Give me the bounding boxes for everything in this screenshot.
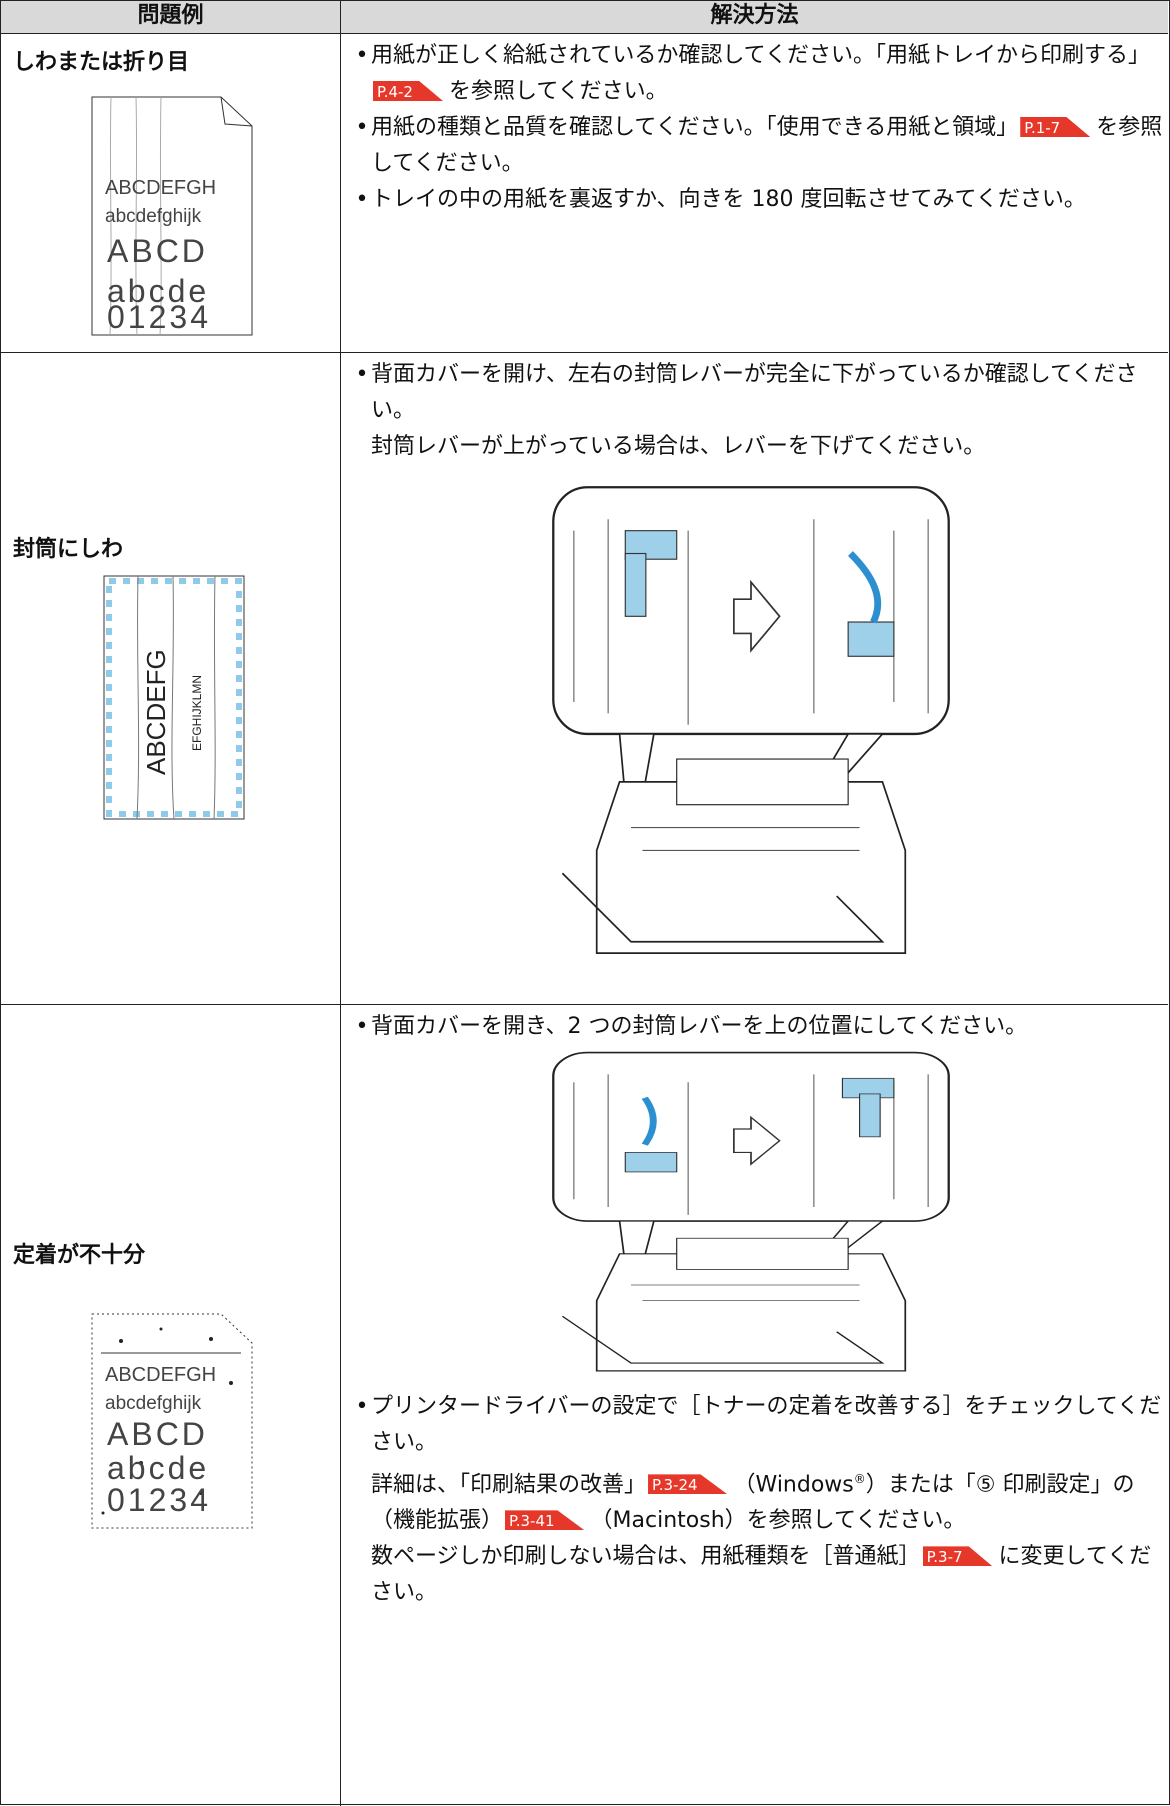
bullet-item: 背面カバーを開け、左右の封筒レバーが完全に下がっているか確認してください。: [349, 357, 1164, 429]
text-run: 背面カバーを開け、左右の封筒レバーが完全に下がっているか確認してください。: [371, 362, 1138, 423]
note-text: 封筒レバーが上がっている場合は、レバーを下げてください。: [349, 429, 1164, 465]
sample-text: ABCD: [107, 233, 208, 269]
bullet-item: 用紙が正しく給紙されているか確認してください。「用紙トレイから印刷する」 P.4-…: [349, 38, 1164, 110]
printer-illustration: [552, 486, 950, 955]
bullet-item: トレイの中の用紙を裏返すか、向きを 180 度回転させてみてください。: [349, 182, 1164, 218]
table-row: しわまたは折り目 ABCDEFGH abcdefghijk ABCD abcde…: [1, 34, 1168, 353]
bullet-item: プリンタードライバーの設定で［トナーの定着を改善する］をチェックしてください。: [349, 1389, 1164, 1461]
page-ref: P.4-2: [373, 81, 443, 101]
note-text: 詳細は、「印刷結果の改善」 P.3-24 （Windows®）または「⑤ 印刷設定」…: [349, 1461, 1164, 1539]
text-run: 数ページしか印刷しない場合は、用紙種類を［普通紙］: [371, 1544, 921, 1570]
sample-envelope: ABCDEFG EFGHIJKLMN: [103, 575, 245, 820]
text-run: に変更してください。: [371, 1544, 1152, 1606]
text-run: （Windows: [733, 1472, 854, 1498]
sample-text: abcde: [107, 273, 209, 309]
text-run: 用紙の種類と品質を確認してください。「使用できる用紙と領域」: [371, 115, 1019, 140]
sample-text: abcde: [107, 1450, 209, 1486]
sample-text: 01234: [107, 299, 211, 335]
text-run: 詳細は、「印刷結果の改善」: [371, 1472, 647, 1498]
note-text: 数ページしか印刷しない場合は、用紙種類を［普通紙］ P.3-7 に変更してください。: [349, 1539, 1164, 1611]
sample-text: abcdefghijk: [105, 1393, 202, 1414]
problem-text: しわまたは折り目: [13, 50, 190, 75]
sample-paper: ABCDEFGH abcdefghijk ABCD abcde 01234: [91, 1313, 253, 1529]
solution-cell: 背面カバーを開き、2 つの封筒レバーを上の位置にしてください。 プリンタードライ…: [341, 1005, 1168, 1806]
problem-cell: 定着が不十分 ABCDEFGH abcdefghijk ABCD abcde 0…: [1, 1005, 341, 1806]
text-run: （Macintosh）を参照してください。: [590, 1508, 966, 1534]
superscript: ®: [853, 1472, 866, 1486]
solution-cell: 背面カバーを開け、左右の封筒レバーが完全に下がっているか確認してください。封筒レ…: [341, 353, 1168, 1004]
sample-text: abcdefghijk: [105, 206, 202, 227]
text-run: 背面カバーを開き、2 つの封筒レバーを上の位置にしてください。: [371, 1014, 1028, 1039]
page-ref: P.3-7: [922, 1546, 993, 1567]
page-ref: P.3-41: [505, 1510, 585, 1531]
sample-text: EFGHIJKLMN: [190, 675, 204, 751]
text-run: 封筒レバーが上がっている場合は、レバーを下げてください。: [371, 434, 986, 459]
problem-text: 封筒にしわ: [13, 537, 124, 562]
text-run: 用紙が正しく給紙されているか確認してください。「用紙トレイから印刷する」: [371, 43, 1151, 68]
sample-text: ABCDEFG: [141, 649, 171, 775]
text-run: を参照してください。: [448, 79, 668, 104]
bullet-item: 背面カバーを開き、2 つの封筒レバーを上の位置にしてください。: [349, 1009, 1164, 1045]
sample-text: 01234: [107, 1482, 211, 1518]
text-run: トレイの中の用紙を裏返すか、向きを 180 度回転させてみてください。: [371, 187, 1086, 212]
problem-cell: 封筒にしわ ABCDEFG EFGHIJKLMN: [1, 353, 341, 1004]
sample-text: ABCDEFGH: [105, 1364, 216, 1386]
printer-illustration: [552, 1051, 950, 1372]
table-row: 定着が不十分 ABCDEFGH abcdefghijk ABCD abcde 0…: [1, 1005, 1168, 1806]
sample-paper: ABCDEFGH abcdefghijk ABCD abcde 01234: [91, 96, 253, 336]
bullet-item: 用紙の種類と品質を確認してください。「使用できる用紙と領域」P.1-7を参照して…: [349, 110, 1164, 182]
page-ref: P.3-24: [648, 1474, 728, 1495]
text-run: を参照してください。: [371, 115, 1163, 176]
problem-cell: しわまたは折り目 ABCDEFGH abcdefghijk ABCD abcde…: [1, 34, 341, 352]
header-cell: 解決方法: [341, 1, 1168, 33]
table-row: 封筒にしわ ABCDEFG EFGHIJKLMN 背面カバーを開け、左右の封筒レ…: [1, 353, 1168, 1005]
problem-text: 定着が不十分: [13, 1243, 146, 1268]
page-ref: P.1-7: [1020, 117, 1091, 137]
sample-text: ABCDEFGH: [105, 177, 216, 199]
solution-cell: 用紙が正しく給紙されているか確認してください。「用紙トレイから印刷する」 P.4-…: [341, 34, 1168, 352]
text-run: ）または「⑤ 印刷設定」の（機能拡張）: [371, 1472, 1135, 1534]
text-run: プリンタードライバーの設定で［トナーの定着を改善する］をチェックしてください。: [371, 1394, 1162, 1455]
header-cell: 問題例: [1, 1, 341, 33]
header-row: 問題例 解決方法: [1, 1, 1168, 34]
sample-text: ABCD: [107, 1416, 208, 1452]
